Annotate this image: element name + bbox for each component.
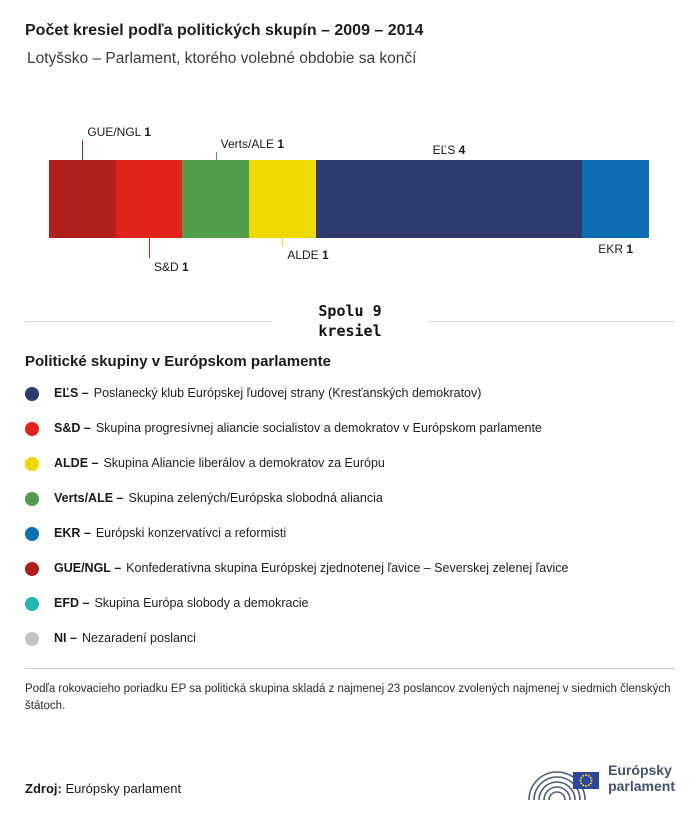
segment-group-name: EKR <box>598 242 627 256</box>
leader-line-Verts/ALE <box>215 152 217 160</box>
page-subtitle: Lotyšsko – Parlament, ktorého volebné ob… <box>27 50 417 67</box>
legend-item-Verts/ALE: Verts/ALE – Skupina zelených/Európska slo… <box>25 491 675 506</box>
legend-group-description: Skupina zelených/Európska slobodná alian… <box>128 491 383 505</box>
bar-segment-Verts/ALE <box>182 160 249 238</box>
source-row: Zdroj: Európsky parlament <box>25 754 675 804</box>
group-color-dot <box>25 456 39 471</box>
european-parliament-logo-icon <box>528 770 600 800</box>
source-text: Európsky parlament <box>65 780 182 796</box>
segment-label-EĽS: EĽS 4 <box>433 143 466 157</box>
total-seats-line2: kresiel <box>318 321 382 340</box>
source-line: Zdroj: Európsky parlament <box>25 781 181 796</box>
legend-group-description: Skupina progresívnej aliancie socialisto… <box>95 421 542 435</box>
seat-chart: GUE/NGL 1 S&D 1 Verts/ALE 1 ALDE 1 EĽS 4 EKR … <box>49 116 649 286</box>
segment-seat-count: 1 <box>182 260 189 274</box>
left-rule <box>25 321 273 322</box>
legend-group-abbr: EFD – <box>54 596 90 610</box>
legend-group-description: Nezaradení poslanci <box>81 631 196 645</box>
ep-logo-text: Európsky parlament <box>608 761 675 794</box>
legend-group-abbr: GUE/NGL – <box>54 561 122 575</box>
source-label: Zdroj: <box>25 780 62 796</box>
segment-seat-count: 1 <box>144 125 151 139</box>
segment-label-Verts/ALE: Verts/ALE 1 <box>216 137 284 151</box>
legend-group-description: Poslanecký klub Európskej ľudovej strany… <box>93 386 482 400</box>
group-color-dot <box>25 421 39 436</box>
group-color-dot <box>25 631 39 646</box>
segment-seat-count: 1 <box>626 242 634 256</box>
segment-group-name: ALDE <box>287 248 323 262</box>
ep-logo-text-line1: Európsky <box>608 761 672 778</box>
ep-logo-text-line2: parlament <box>608 777 675 794</box>
group-color-dot <box>25 561 39 576</box>
leader-line-ALDE <box>282 238 284 246</box>
segment-group-name: EĽS <box>432 143 459 157</box>
leader-line-GUE/NGL <box>82 140 84 160</box>
legend-heading: Politické skupiny v Európskom parlamente <box>25 353 331 370</box>
legend-item-GUE/NGL: GUE/NGL – Konfederatívna skupina Európske… <box>25 561 675 576</box>
ep-logo: Európsky parlament <box>525 754 675 804</box>
bar-segment-S&D <box>115 160 183 238</box>
legend-item-EFD: EFD – Skupina Európa slobody a demokracie <box>25 596 675 611</box>
legend-group-abbr: Verts/ALE – <box>54 491 124 505</box>
total-seats-line1: Spolu 9 <box>318 302 382 320</box>
segment-group-name: S&D <box>154 260 183 274</box>
right-rule <box>427 321 675 322</box>
leader-line-S&D <box>149 238 150 258</box>
legend-group-description: Skupina Aliancie liberálov a demokratov … <box>103 456 385 470</box>
bar-segment-ALDE <box>248 160 316 238</box>
segment-label-ALDE: ALDE 1 <box>282 248 328 262</box>
legend-item-S&D: S&D – Skupina progresívnej aliancie socia… <box>25 421 675 436</box>
legend-group-abbr: S&D – <box>54 421 91 435</box>
bar-segment-EĽS <box>315 160 583 238</box>
segment-group-name: Verts/ALE <box>220 137 278 151</box>
legend-group-abbr: EKR – <box>54 526 91 540</box>
legend-item-NI: NI – Nezaradení poslanci <box>25 631 675 646</box>
legend-item-ALDE: ALDE – Skupina Aliancie liberálov a demok… <box>25 456 675 471</box>
group-color-dot <box>25 386 39 401</box>
legend-group-abbr: EĽS – <box>54 386 89 400</box>
segment-seat-count: 4 <box>458 143 466 157</box>
total-seats-row: Spolu 9 kresiel <box>25 302 675 341</box>
legend-group-abbr: ALDE – <box>54 456 99 470</box>
total-seats-label: Spolu 9 kresiel <box>318 302 381 341</box>
segment-seat-count: 1 <box>322 248 329 262</box>
bar-segment-GUE/NGL <box>49 160 116 238</box>
bar-segment-EKR <box>582 160 649 238</box>
segment-seat-count: 1 <box>277 137 285 151</box>
legend-group-description: Konfederatívna skupina Európskej zjednot… <box>126 561 569 575</box>
divider <box>25 668 675 669</box>
legend-item-EĽS: EĽS – Poslanecký klub Európskej ľudovej s… <box>25 386 675 401</box>
legend-item-EKR: EKR – Európski konzervatívci a reformisti <box>25 526 675 541</box>
legend-group-description: Európski konzervatívci a reformisti <box>95 526 287 540</box>
group-color-dot <box>25 526 39 541</box>
segment-label-EKR: EKR 1 <box>598 242 633 256</box>
group-color-dot <box>25 596 39 611</box>
stacked-bar <box>49 160 649 238</box>
footnote: Podľa rokovacieho poriadku EP sa politic… <box>25 683 671 713</box>
group-color-dot <box>25 491 39 506</box>
eu-flag-icon <box>573 771 600 789</box>
segment-label-S&D: S&D 1 <box>149 260 189 274</box>
page-title: Počet kresiel podľa politických skupín –… <box>25 22 424 39</box>
legend-list: EĽS – Poslanecký klub Európskej ľudovej s… <box>25 386 675 646</box>
segment-group-name: GUE/NGL <box>87 125 145 139</box>
legend-group-description: Skupina Európa slobody a demokracie <box>94 596 309 610</box>
segment-label-GUE/NGL: GUE/NGL 1 <box>82 125 151 139</box>
legend-group-abbr: NI – <box>54 631 77 645</box>
